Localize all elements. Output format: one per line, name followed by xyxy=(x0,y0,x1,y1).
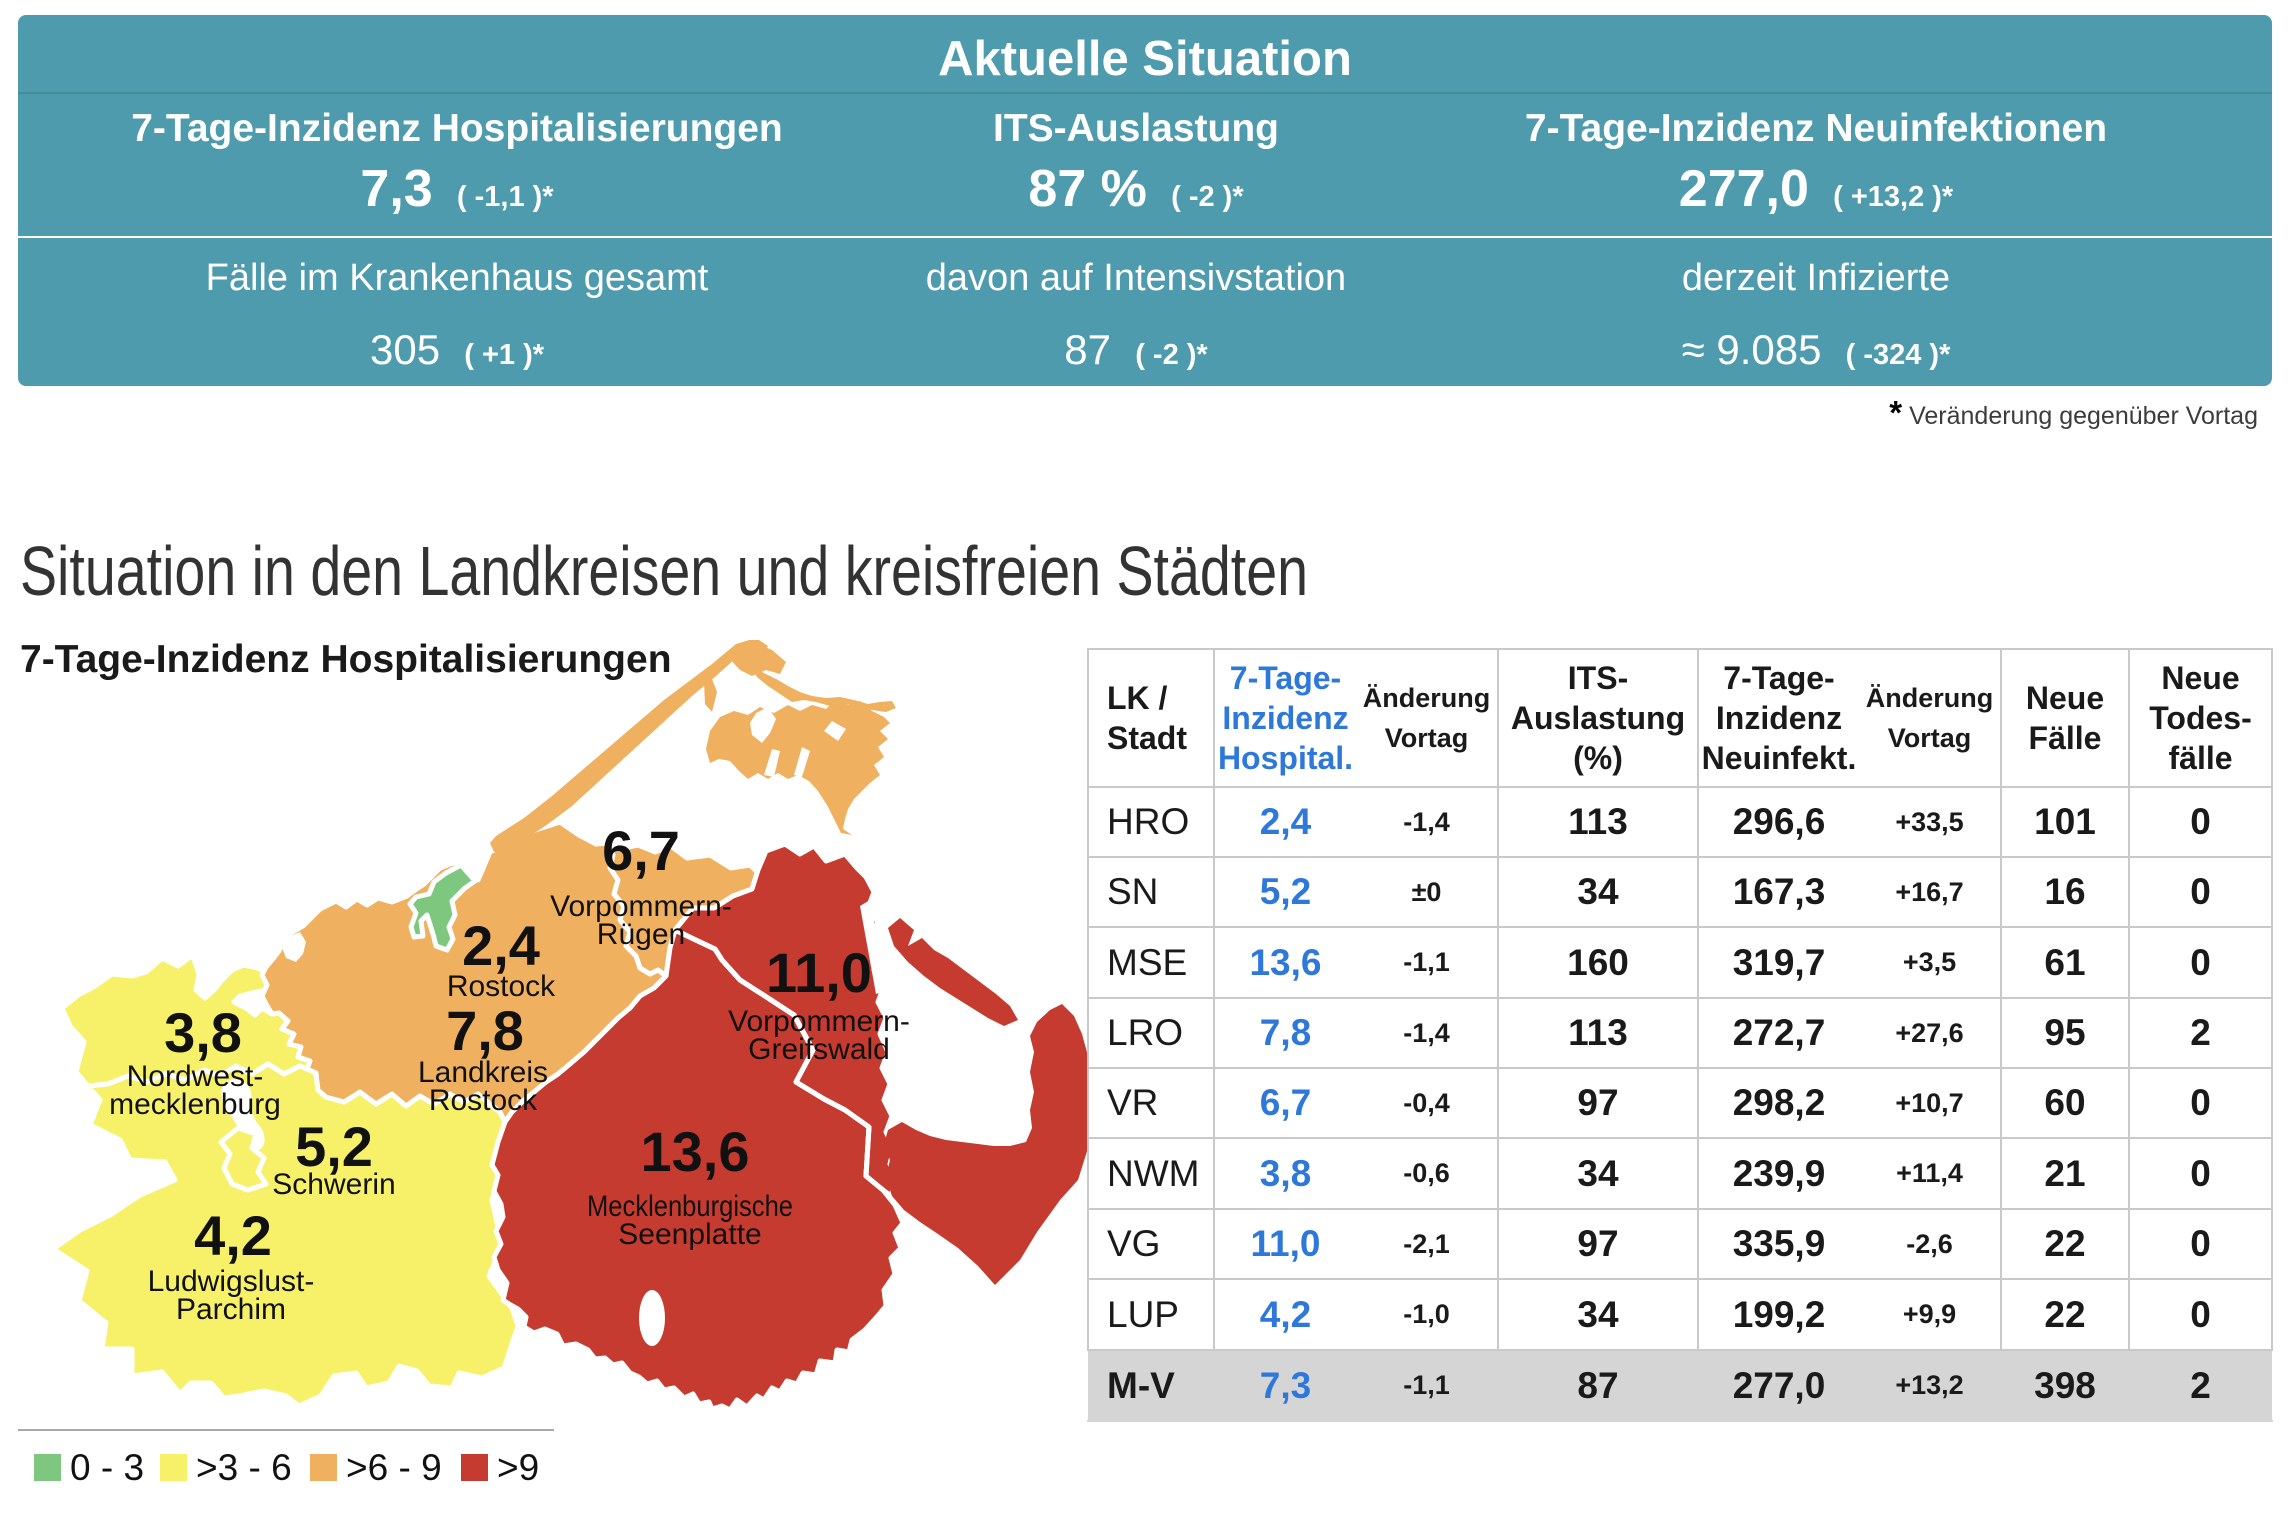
svg-text:5,2: 5,2 xyxy=(295,1115,373,1178)
svg-text:Nordwest-: Nordwest- xyxy=(127,1060,264,1093)
svg-text:4,2: 4,2 xyxy=(194,1204,272,1267)
svg-text:Vorpommern-: Vorpommern- xyxy=(728,1005,910,1038)
svg-text:Mecklenburgische: Mecklenburgische xyxy=(587,1190,793,1223)
svg-text:2,4: 2,4 xyxy=(462,914,540,977)
svg-text:Parchim: Parchim xyxy=(176,1293,286,1326)
svg-text:3,8: 3,8 xyxy=(164,1001,242,1064)
svg-text:7,8: 7,8 xyxy=(446,999,524,1062)
svg-text:Situation in den Landkreisen u: Situation in den Landkreisen und kreisfr… xyxy=(20,532,1308,610)
svg-text:Greifswald: Greifswald xyxy=(748,1033,890,1066)
svg-text:Rostock: Rostock xyxy=(429,1084,538,1117)
svg-text:Rügen: Rügen xyxy=(597,918,685,951)
svg-text:Vorpommern-: Vorpommern- xyxy=(550,890,732,923)
svg-text:Landkreis: Landkreis xyxy=(418,1056,548,1089)
svg-text:mecklenburg: mecklenburg xyxy=(109,1088,281,1121)
svg-text:11,0: 11,0 xyxy=(766,941,872,1004)
svg-text:Schwerin: Schwerin xyxy=(272,1168,395,1201)
svg-text:Ludwigslust-: Ludwigslust- xyxy=(148,1265,315,1298)
svg-text:Rostock: Rostock xyxy=(447,970,556,1003)
svg-text:6,7: 6,7 xyxy=(602,819,680,882)
svg-text:Seenplatte: Seenplatte xyxy=(618,1218,761,1251)
svg-text:13,6: 13,6 xyxy=(641,1120,750,1183)
